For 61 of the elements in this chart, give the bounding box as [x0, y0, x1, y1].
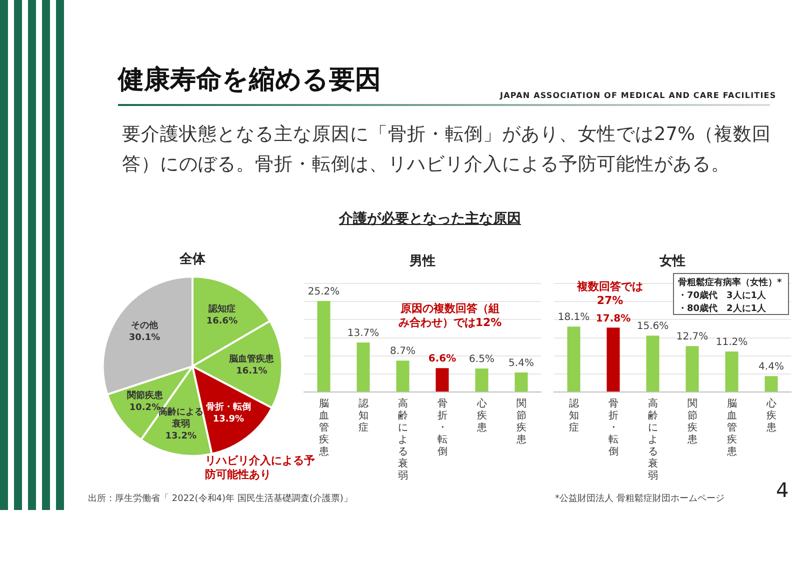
x-tick-label: 関節疾患 [515, 398, 526, 446]
x-tick-label: 認知症 [358, 398, 368, 434]
data-label: 12.7% [676, 332, 708, 343]
bar [646, 336, 660, 392]
data-label: 6.5% [469, 354, 494, 366]
text: JAPAN ASSOCIATION OF MEDICAL AND CARE FACILITIES [500, 91, 776, 100]
x-tick-label: 心疾患 [765, 398, 776, 434]
x-tick-label: 脳血管疾患 [726, 398, 737, 458]
bar [317, 300, 330, 392]
text: 要介護状態となる主な原因に「骨折・転倒」があり、女性では27%（複数回答）にのぼる。骨折・転倒は、リハビリ介入による予防可能性がある。 [122, 123, 772, 177]
annotation: 原因の複数回答（組み合わせ）では12% [397, 302, 503, 330]
data-label: 8.7% [390, 346, 416, 358]
data-label: 18.1% [558, 312, 590, 324]
text: リハビリ介入による予防可能性あり [205, 454, 315, 482]
x-tick-label: 骨折・転倒 [437, 398, 448, 458]
slice-label: 認知症 [207, 303, 236, 314]
chart-title: 女性 [658, 254, 686, 270]
data-label: 11.2% [716, 337, 748, 348]
annotation: 複数回答では27% [576, 280, 644, 308]
text: 介護が必要となった主な原因 [338, 210, 522, 228]
x-tick-label: 脳血管疾患 [318, 398, 329, 458]
bar [764, 376, 778, 392]
bar [606, 328, 620, 392]
annotation: ・80歳代 2人に1人 [678, 302, 766, 315]
x-tick-label: 関節疾患 [686, 398, 698, 446]
text: 出所：厚生労働省「 2022(令和4)年 国民生活基礎調査(介護票)」 [88, 492, 352, 505]
slice-label: 関節疾患 [126, 390, 164, 401]
data-label: 16.1% [236, 366, 268, 376]
data-label: 17.8% [596, 313, 631, 324]
bar [514, 372, 528, 392]
data-label: 6.6% [428, 354, 456, 365]
data-label: 25.2% [308, 286, 340, 298]
bar [475, 368, 488, 392]
x-tick-label: 高齢による衰弱 [648, 398, 658, 482]
data-label: 4.4% [758, 362, 784, 373]
text: *公益財団法人 骨粗鬆症財団ホームページ [555, 492, 724, 505]
annotation: ・70歳代 3人に1人 [678, 289, 766, 302]
x-tick-label: 心疾患 [476, 398, 487, 434]
data-label: 13.9% [212, 414, 244, 425]
data-label: 15.6% [636, 321, 669, 332]
x-tick-label: 認知症 [568, 398, 579, 434]
data-label: 30.1% [128, 332, 160, 343]
data-label: 5.4% [508, 358, 534, 370]
text: 4 [776, 478, 789, 502]
annotation: 骨粗鬆症有病率（女性）* [678, 276, 782, 289]
slice-label: 脳血管疾患 [228, 353, 276, 364]
chart-title: 全体 [178, 252, 206, 268]
bar [567, 326, 580, 392]
slice-label: その他 [131, 320, 160, 331]
bar [686, 346, 699, 392]
bar [396, 360, 410, 392]
data-label: 16.6% [206, 316, 238, 326]
data-label: 13.2% [165, 432, 196, 442]
x-tick-label: 骨折・転倒 [608, 398, 618, 458]
chart-title: 男性 [408, 254, 436, 270]
bar [356, 342, 370, 392]
bar [436, 368, 449, 392]
text: 健康寿命を縮める要因 [118, 64, 381, 97]
bar [725, 352, 738, 392]
data-label: 13.7% [347, 328, 380, 340]
x-tick-label: 高齢による衰弱 [398, 398, 408, 482]
